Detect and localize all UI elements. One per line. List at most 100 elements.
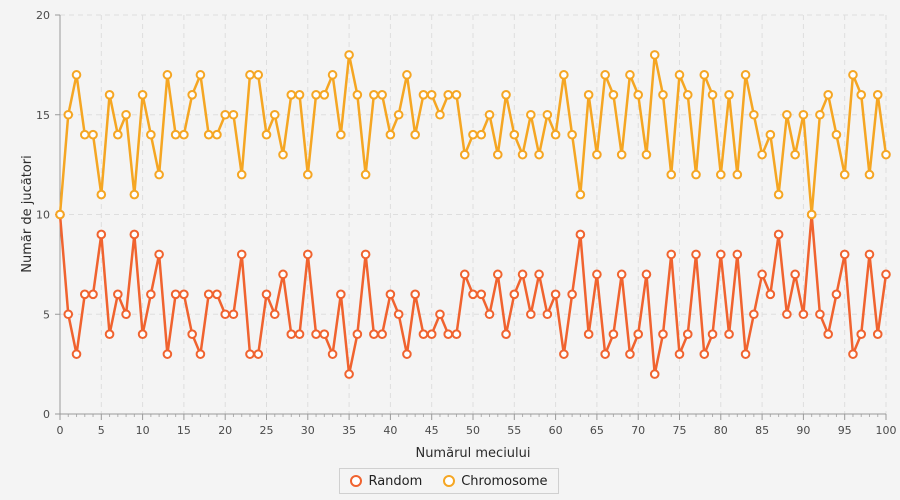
data-point-random[interactable] [699,349,710,359]
data-point-random[interactable] [583,329,594,340]
data-point-random[interactable] [195,349,206,359]
data-point-random[interactable] [666,249,677,260]
data-point-random[interactable] [261,289,272,300]
data-point-chromosome[interactable] [881,149,891,160]
data-point-chromosome[interactable] [195,70,206,80]
data-point-chromosome[interactable] [385,129,396,140]
data-point-random[interactable] [228,309,239,320]
data-point-random[interactable] [179,289,189,300]
data-point-random[interactable] [823,329,833,340]
data-point-chromosome[interactable] [418,90,429,100]
data-point-random[interactable] [129,229,140,240]
data-point-chromosome[interactable] [426,90,437,100]
data-point-chromosome[interactable] [104,90,115,100]
data-point-chromosome[interactable] [633,90,644,100]
data-point-random[interactable] [360,249,371,260]
data-point-chromosome[interactable] [509,129,520,140]
data-point-chromosome[interactable] [245,70,255,80]
data-point-random[interactable] [864,249,875,260]
data-point-chromosome[interactable] [740,70,751,80]
data-point-random[interactable] [402,349,412,359]
data-point-random[interactable] [220,309,230,320]
data-point-chromosome[interactable] [253,70,264,80]
data-point-random[interactable] [616,269,627,280]
data-point-chromosome[interactable] [121,109,131,120]
data-point-chromosome[interactable] [162,70,173,80]
data-point-chromosome[interactable] [641,149,652,160]
data-point-chromosome[interactable] [261,129,272,140]
data-point-chromosome[interactable] [625,70,635,80]
data-point-random[interactable] [96,229,107,240]
data-point-random[interactable] [79,289,90,300]
data-point-chromosome[interactable] [724,90,734,100]
data-point-chromosome[interactable] [146,129,156,140]
data-point-random[interactable] [633,329,644,340]
data-point-chromosome[interactable] [674,70,685,80]
data-point-random[interactable] [71,349,82,359]
data-point-random[interactable] [146,289,156,300]
data-point-chromosome[interactable] [360,169,371,180]
data-point-chromosome[interactable] [658,90,668,100]
data-point-chromosome[interactable] [492,149,503,160]
data-point-random[interactable] [501,329,511,340]
data-point-random[interactable] [459,269,470,280]
data-point-chromosome[interactable] [567,129,577,140]
data-point-chromosome[interactable] [137,90,148,100]
data-point-random[interactable] [757,269,767,280]
data-point-random[interactable] [476,289,487,300]
data-point-random[interactable] [526,309,536,320]
data-point-chromosome[interactable] [550,129,561,140]
data-point-random[interactable] [682,329,693,340]
data-point-chromosome[interactable] [352,90,363,100]
data-point-random[interactable] [600,349,610,359]
data-point-chromosome[interactable] [757,149,767,160]
data-point-chromosome[interactable] [113,129,123,140]
data-point-random[interactable] [253,349,264,359]
data-point-chromosome[interactable] [187,90,197,100]
data-point-chromosome[interactable] [303,169,313,180]
data-point-chromosome[interactable] [286,90,297,100]
data-point-random[interactable] [393,309,404,320]
data-point-chromosome[interactable] [773,189,784,200]
data-point-random[interactable] [592,269,602,280]
data-point-random[interactable] [492,269,503,280]
data-point-random[interactable] [649,369,660,379]
data-point-chromosome[interactable] [344,50,354,60]
data-point-random[interactable] [426,329,437,340]
data-point-chromosome[interactable] [212,129,222,140]
data-point-random[interactable] [724,329,734,340]
data-point-chromosome[interactable] [228,109,239,120]
data-point-random[interactable] [732,249,743,260]
data-point-chromosome[interactable] [269,109,280,120]
data-point-chromosome[interactable] [220,109,230,120]
data-point-chromosome[interactable] [798,109,809,120]
data-point-chromosome[interactable] [707,90,718,100]
data-point-chromosome[interactable] [501,90,511,100]
data-point-random[interactable] [856,329,867,340]
data-point-chromosome[interactable] [203,129,214,140]
data-point-random[interactable] [517,269,528,280]
data-point-random[interactable] [418,329,429,340]
data-point-random[interactable] [303,249,313,260]
data-point-random[interactable] [815,309,825,320]
data-point-random[interactable] [327,349,338,359]
data-point-random[interactable] [707,329,718,340]
data-point-chromosome[interactable] [806,209,817,220]
data-point-random[interactable] [162,349,173,359]
data-point-chromosome[interactable] [63,109,74,120]
data-point-random[interactable] [435,309,445,320]
data-point-random[interactable] [839,249,850,260]
data-point-random[interactable] [831,289,842,300]
data-point-chromosome[interactable] [311,90,321,100]
data-point-chromosome[interactable] [534,149,544,160]
data-point-random[interactable] [286,329,297,340]
legend-item-random[interactable]: Random [350,474,422,489]
data-point-chromosome[interactable] [71,70,82,80]
data-point-chromosome[interactable] [393,109,404,120]
data-point-random[interactable] [608,329,619,340]
data-point-random[interactable] [344,369,354,379]
data-point-random[interactable] [749,309,759,320]
data-point-chromosome[interactable] [864,169,875,180]
data-point-random[interactable] [559,349,569,359]
data-point-random[interactable] [294,329,305,340]
